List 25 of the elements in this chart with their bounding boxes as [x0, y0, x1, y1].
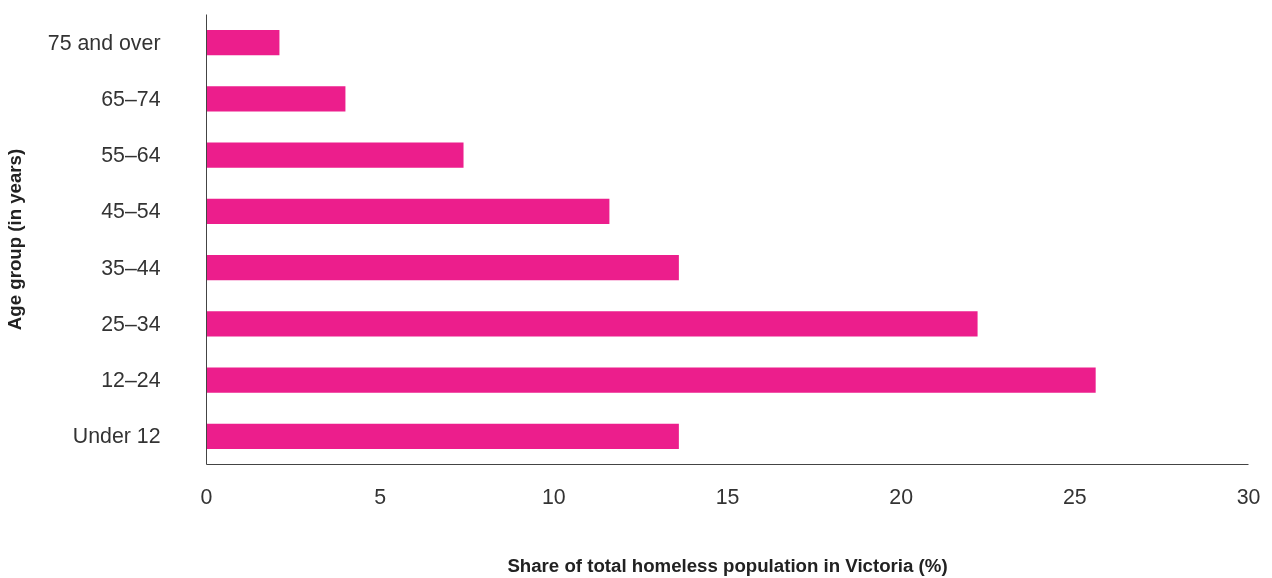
bar — [206, 198, 610, 225]
y-tick-label: 12–24 — [101, 368, 161, 393]
x-tick-label: 15 — [715, 484, 740, 509]
bar — [206, 254, 679, 281]
y-tick-label: Under 12 — [72, 424, 161, 449]
bar — [206, 142, 464, 168]
x-axis-title: Share of total homeless population in Victoria (%) — [507, 554, 948, 576]
x-tick-label: 5 — [374, 484, 387, 509]
y-tick-label: 65–74 — [101, 86, 161, 111]
x-tick-label: 10 — [541, 484, 566, 509]
bar — [206, 423, 679, 450]
y-tick-label: 75 and over — [47, 30, 161, 55]
y-tick-label: 35–44 — [101, 255, 161, 280]
x-tick-label: 0 — [200, 484, 213, 509]
bar — [206, 311, 978, 337]
x-tick-label: 20 — [889, 484, 914, 509]
bar — [206, 86, 346, 112]
y-tick-label: 25–34 — [101, 311, 161, 336]
bar — [206, 29, 280, 56]
x-tick-label: 25 — [1062, 484, 1087, 509]
x-tick-label: 30 — [1236, 484, 1261, 509]
y-axis-title: Age group (in years) — [3, 148, 25, 331]
y-tick-label: 55–64 — [101, 143, 161, 168]
bar — [206, 367, 1096, 393]
y-tick-label: 45–54 — [101, 199, 161, 224]
